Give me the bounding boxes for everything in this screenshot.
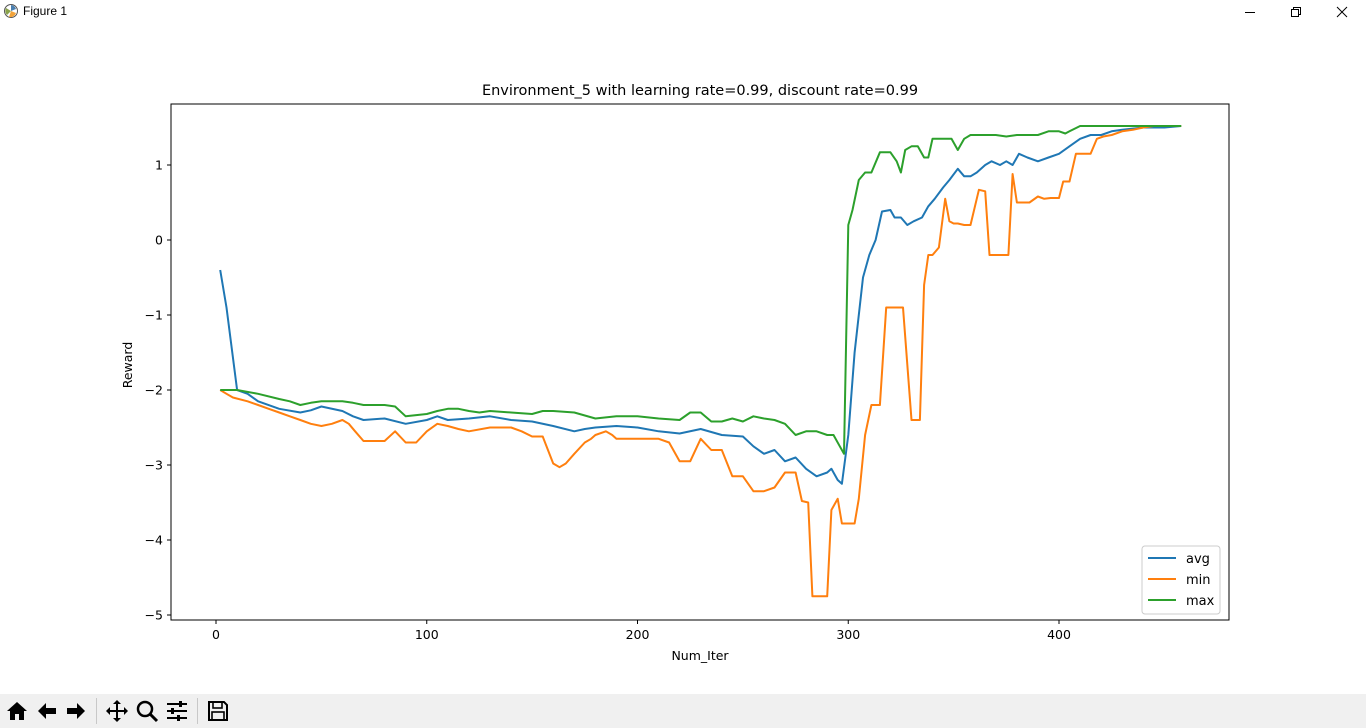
series-line-avg	[219, 125, 1182, 485]
close-icon	[1336, 6, 1348, 18]
y-tick-label: −3	[145, 458, 163, 473]
y-tick-label: −2	[145, 383, 163, 398]
y-tick-label: −1	[145, 308, 163, 323]
legend-label-max: max	[1186, 594, 1215, 609]
x-axis: 0 100 200 300 400	[212, 620, 1071, 642]
save-button[interactable]	[204, 697, 232, 725]
toolbar-separator	[96, 698, 97, 724]
close-button[interactable]	[1319, 0, 1365, 24]
minimize-button[interactable]	[1227, 0, 1273, 24]
matplotlib-app-icon	[4, 4, 18, 18]
y-axis: −5 −4 −3 −2 −1 0 1	[145, 158, 171, 623]
legend-box	[1141, 545, 1221, 615]
chart-title: Environment_5 with learning rate=0.99, d…	[482, 83, 918, 99]
x-tick-label: 0	[212, 627, 220, 642]
plot-content	[219, 125, 1182, 598]
line-chart: Environment_5 with learning rate=0.99, d…	[120, 83, 1230, 663]
configure-subplots-button[interactable]	[163, 697, 191, 725]
window-titlebar: Figure 1	[0, 0, 1366, 24]
x-axis-label: Num_Iter	[671, 648, 729, 663]
y-tick-label: 0	[155, 233, 163, 248]
home-icon	[7, 702, 27, 720]
pan-button[interactable]	[103, 697, 131, 725]
y-tick-label: −4	[145, 533, 163, 548]
toolbar-separator	[197, 698, 198, 724]
x-tick-label: 300	[836, 627, 860, 642]
series-line-max	[220, 125, 1182, 455]
window-title: Figure 1	[23, 4, 68, 18]
legend-label-min: min	[1186, 573, 1211, 588]
home-button[interactable]	[3, 697, 31, 725]
figure-canvas: Environment_5 with learning rate=0.99, d…	[0, 24, 1366, 694]
y-tick-label: −5	[145, 608, 163, 623]
back-button[interactable]	[33, 697, 61, 725]
forward-arrow-icon	[67, 703, 85, 719]
zoom-button[interactable]	[133, 697, 161, 725]
configure-subplots-icon	[167, 701, 187, 721]
x-tick-label: 100	[415, 627, 439, 642]
pan-icon	[106, 700, 128, 722]
y-tick-label: 1	[155, 158, 163, 173]
minimize-icon	[1245, 12, 1255, 13]
zoom-icon	[136, 700, 159, 723]
restore-button[interactable]	[1273, 0, 1319, 24]
x-tick-label: 200	[626, 627, 650, 642]
legend-label-avg: avg	[1186, 552, 1210, 567]
x-tick-label: 400	[1047, 627, 1071, 642]
navigation-toolbar	[0, 694, 1366, 728]
forward-button[interactable]	[62, 697, 90, 725]
y-axis-label: Reward	[120, 342, 135, 389]
series-line-min	[219, 125, 1182, 598]
restore-icon	[1291, 7, 1301, 17]
legend: avg min max	[1141, 545, 1221, 615]
back-arrow-icon	[38, 703, 56, 719]
save-icon	[208, 701, 228, 721]
plot-frame	[170, 103, 1230, 621]
